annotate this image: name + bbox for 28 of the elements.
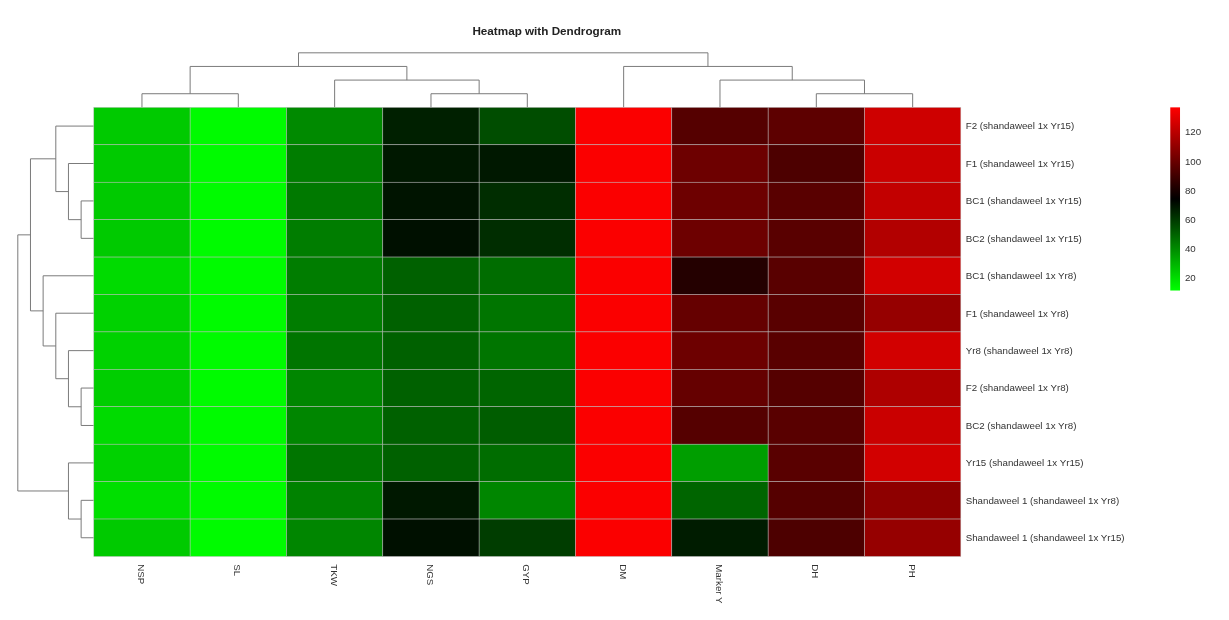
y-tick-label: F1 (shandaweel 1x Yr15) (965, 157, 1075, 169)
x-tick-label: TKW (328, 564, 340, 587)
color-bar-label: 20 (1184, 271, 1197, 283)
y-tick-label: BC2 (shandaweel 1x Yr8) (965, 419, 1077, 431)
x-tick-label: NGS (425, 564, 437, 586)
y-tick-label: Shandaweel 1 (shandaweel 1x Yr15) (965, 532, 1125, 544)
x-tick-label: GYP (521, 564, 533, 585)
x-tick-label: Marker Y (714, 564, 726, 605)
y-tick-label: F2 (shandaweel 1x Yr8) (965, 382, 1069, 394)
color-bar-label: 40 (1184, 242, 1197, 254)
y-tick-label: Yr15 (shandaweel 1x Yr15) (965, 457, 1084, 469)
x-tick-label: DH (810, 564, 822, 579)
y-tick-label: BC1 (shandaweel 1x Yr8) (965, 270, 1077, 282)
y-tick-label: BC2 (shandaweel 1x Yr15) (965, 232, 1082, 244)
y-tick-label: BC1 (shandaweel 1x Yr15) (965, 195, 1082, 207)
chart-title: Heatmap with Dendrogram (472, 24, 622, 38)
x-tick-label: NSP (136, 564, 148, 585)
x-tick-label: DM (617, 564, 629, 580)
y-tick-label: F1 (shandaweel 1x Yr8) (965, 307, 1069, 319)
x-tick-label: SL (232, 564, 244, 577)
x-tick-label: PH (906, 564, 918, 578)
color-bar-label: 120 (1184, 126, 1202, 138)
y-tick-label: Yr8 (shandaweel 1x Yr8) (965, 345, 1073, 357)
color-bar-label: 60 (1184, 213, 1197, 225)
color-bar-label: 100 (1184, 155, 1202, 167)
color-bar-label: 80 (1184, 184, 1197, 196)
y-tick-label: F2 (shandaweel 1x Yr15) (965, 120, 1075, 132)
y-tick-label: Shandaweel 1 (shandaweel 1x Yr8) (965, 494, 1120, 506)
